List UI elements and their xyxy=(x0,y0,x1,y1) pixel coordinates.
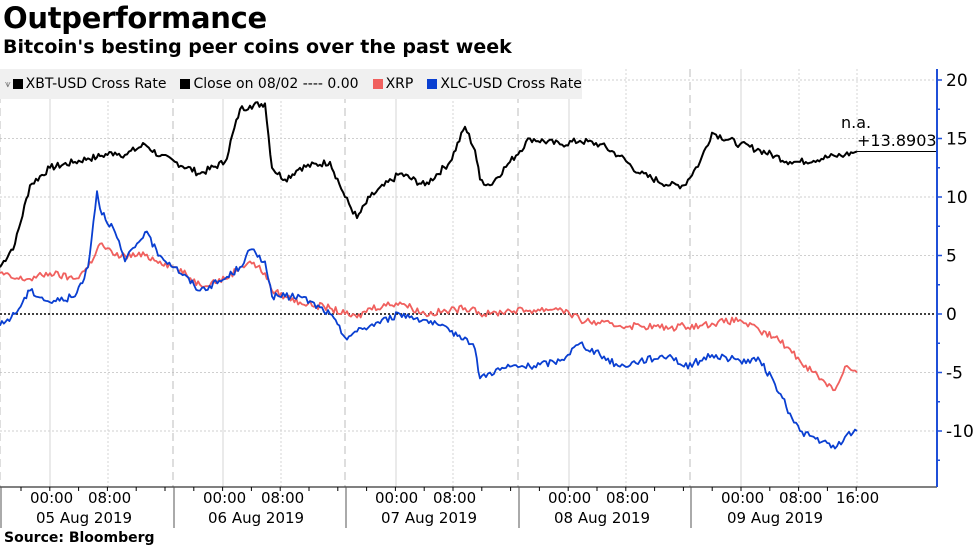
series-lines xyxy=(0,101,937,450)
svg-text:10: 10 xyxy=(946,188,968,208)
legend-label-xbt: XBT-USD Cross Rate xyxy=(25,76,167,92)
chart-subtitle: Bitcoin's besting peer coins over the pa… xyxy=(3,36,512,58)
legend-item-xlc[interactable]: XLC-USD Cross Rate xyxy=(427,76,582,92)
svg-text:-5: -5 xyxy=(946,364,963,384)
legend-item-xbt[interactable]: XBT-USD Cross Rate xyxy=(12,76,167,92)
x-tick-day4-0800: 08:00 xyxy=(606,489,650,507)
legend-swatch-xlc xyxy=(427,79,438,89)
x-tick-day5-0800: 08:00 xyxy=(779,489,823,507)
legend: ⩛ XBT-USD Cross Rate Close on 08/02 ----… xyxy=(0,69,582,99)
annotation-na: n.a. xyxy=(841,113,872,132)
x-date-day1: 05 Aug 2019 xyxy=(36,509,133,527)
x-tick-day5-1600: 16:00 xyxy=(836,489,880,507)
svg-text:-10: -10 xyxy=(946,422,974,442)
source-footer: Source: Bloomberg xyxy=(4,530,155,546)
x-date-day3: 07 Aug 2019 xyxy=(381,509,478,527)
chart-title: Outperformance xyxy=(3,1,267,35)
legend-label-xrp: XRP xyxy=(385,76,414,92)
svg-text:5: 5 xyxy=(946,247,957,267)
x-date-day5: 09 Aug 2019 xyxy=(727,509,824,527)
annotation-last-value: +13.8903 xyxy=(857,131,937,150)
pin-icon[interactable]: ⩛ xyxy=(5,78,11,90)
svg-text:20: 20 xyxy=(946,71,968,91)
x-tick-day3-0000: 00:00 xyxy=(375,489,419,507)
legend-item-xrp[interactable]: XRP xyxy=(372,76,414,92)
x-date-day2: 06 Aug 2019 xyxy=(208,509,305,527)
legend-item-close[interactable]: Close on 08/02 ---- 0.00 xyxy=(180,76,359,92)
x-tick-day1-0000: 00:00 xyxy=(30,489,74,507)
x-tick-day5-0000: 00:00 xyxy=(721,489,765,507)
legend-label-close: Close on 08/02 ---- 0.00 xyxy=(193,76,359,92)
legend-label-xlc: XLC-USD Cross Rate xyxy=(440,76,582,92)
svg-text:15: 15 xyxy=(946,130,968,150)
axes xyxy=(0,69,942,528)
x-date-day4: 08 Aug 2019 xyxy=(554,509,651,527)
x-tick-day2-0000: 00:00 xyxy=(203,489,247,507)
legend-swatch-close xyxy=(180,79,191,89)
legend-swatch-xbt xyxy=(12,79,23,89)
svg-text:0: 0 xyxy=(946,305,957,325)
y-axis-labels: 20 15 10 5 0 -5 -10 xyxy=(946,71,974,442)
x-tick-day1-0800: 08:00 xyxy=(88,489,132,507)
x-tick-day3-0800: 08:00 xyxy=(433,489,477,507)
x-tick-day2-0800: 08:00 xyxy=(261,489,305,507)
x-tick-day4-0000: 00:00 xyxy=(548,489,592,507)
legend-swatch-xrp xyxy=(372,79,383,89)
